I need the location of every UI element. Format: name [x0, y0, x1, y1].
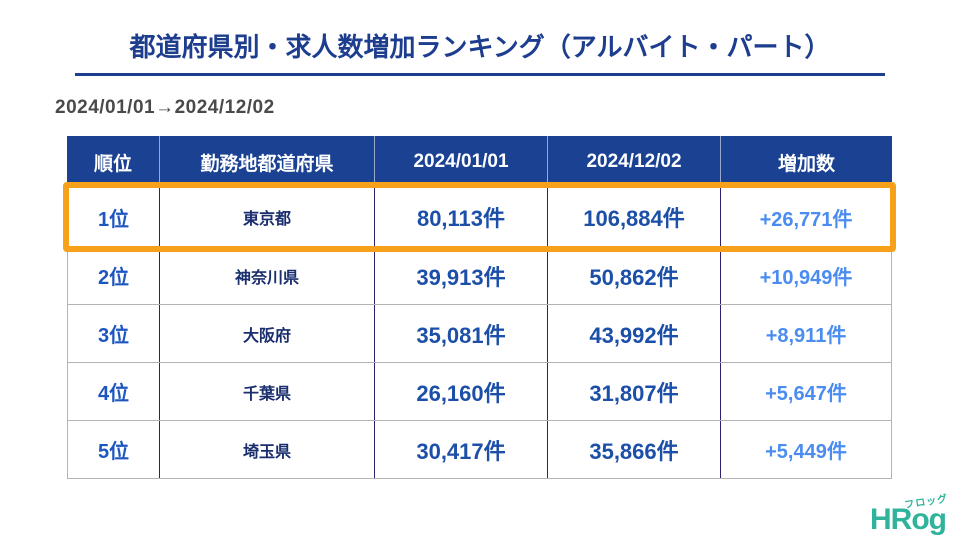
- prefecture-cell: 埼玉県: [160, 421, 375, 478]
- count-start-cell: 39,913件: [375, 247, 548, 304]
- rank-cell: 3位: [68, 305, 160, 362]
- table-header-row: 順位 勤務地都道府県 2024/01/01 2024/12/02 増加数: [67, 136, 892, 188]
- logo-text: HRog: [870, 503, 947, 536]
- ranking-table: 順位 勤務地都道府県 2024/01/01 2024/12/02 増加数 1位 …: [63, 136, 896, 479]
- prefecture-cell: 神奈川県: [160, 247, 375, 304]
- header-prefecture: 勤務地都道府県: [160, 136, 375, 188]
- table-row: 5位 埼玉県 30,417件 35,866件 +5,449件: [68, 420, 891, 478]
- count-end-cell: 43,992件: [548, 305, 721, 362]
- hrog-logo: フロッグ HRog: [870, 493, 949, 536]
- rank-cell: 1位: [68, 188, 160, 246]
- rank-cell: 4位: [68, 363, 160, 420]
- increase-cell: +10,949件: [759, 267, 853, 289]
- table-row: 3位 大阪府 35,081件 43,992件 +8,911件: [68, 304, 891, 362]
- page-title: 都道府県別・求人数増加ランキング（アルバイト・パート）: [129, 32, 831, 62]
- table-row: 2位 神奈川県 39,913件 50,862件 +10,949件: [68, 246, 891, 304]
- table-row: 1位 東京都 80,113件 106,884件 +26,771件: [68, 188, 891, 246]
- count-start-cell: 35,081件: [375, 305, 548, 362]
- rank-cell: 2位: [68, 247, 160, 304]
- increase-cell: +5,647件: [765, 383, 847, 405]
- count-start-cell: 80,113件: [375, 188, 548, 246]
- prefecture-cell: 大阪府: [160, 305, 375, 362]
- table-body: 1位 東京都 80,113件 106,884件 +26,771件 2位 神奈川県…: [67, 188, 892, 479]
- count-end-cell: 50,862件: [548, 247, 721, 304]
- increase-cell: +5,449件: [765, 441, 847, 463]
- count-end-cell: 35,866件: [548, 421, 721, 478]
- header-rank: 順位: [67, 136, 160, 188]
- header-date-end: 2024/12/02: [548, 136, 721, 188]
- prefecture-cell: 千葉県: [160, 363, 375, 420]
- count-start-cell: 30,417件: [375, 421, 548, 478]
- rank-cell: 5位: [68, 421, 160, 478]
- count-end-cell: 31,807件: [548, 363, 721, 420]
- table-row: 4位 千葉県 26,160件 31,807件 +5,647件: [68, 362, 891, 420]
- increase-cell: +8,911件: [765, 325, 847, 347]
- header-increase: 増加数: [777, 153, 835, 175]
- title-block: 都道府県別・求人数増加ランキング（アルバイト・パート）: [75, 27, 885, 76]
- header-date-start: 2024/01/01: [375, 136, 548, 188]
- prefecture-cell: 東京都: [160, 188, 375, 246]
- count-end-cell: 106,884件: [548, 188, 721, 246]
- increase-cell: +26,771件: [759, 208, 853, 231]
- period-label: 2024/01/01→2024/12/02: [55, 97, 275, 118]
- count-start-cell: 26,160件: [375, 363, 548, 420]
